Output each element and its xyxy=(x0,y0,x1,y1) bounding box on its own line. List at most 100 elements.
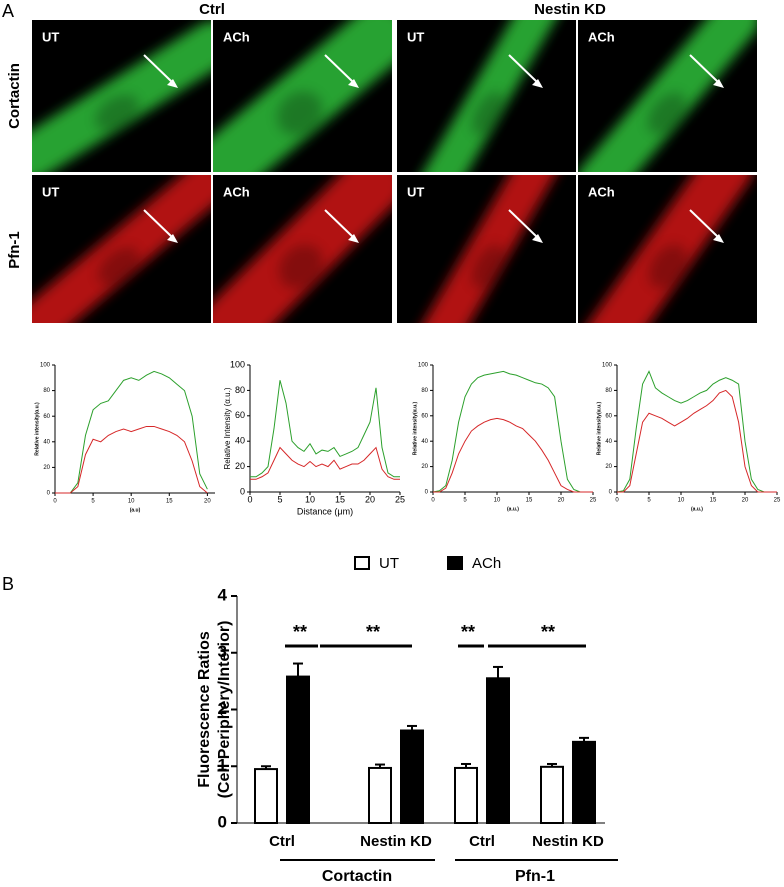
y-axis-label: Relative Intensity (α.u.) xyxy=(223,387,232,469)
cell-nucleus xyxy=(98,247,140,286)
y-tick-label: 80 xyxy=(605,388,612,394)
y-tick-label: 4 xyxy=(218,585,228,604)
cell-label: ACh xyxy=(223,184,250,199)
y-tick-label: 0 xyxy=(425,490,429,496)
cell-label: UT xyxy=(42,184,59,199)
x-tick-label: 5 xyxy=(91,499,95,505)
cell-nucleus xyxy=(648,244,688,289)
profile-arrow xyxy=(324,54,354,83)
significance-label: ** xyxy=(461,622,475,642)
profile-line xyxy=(432,370,593,493)
y-tick-label: 100 xyxy=(40,363,51,369)
legend-swatch xyxy=(354,556,370,570)
bar xyxy=(486,677,510,824)
cell-label: ACh xyxy=(588,29,615,44)
profile-line xyxy=(616,370,777,493)
x-tick-label: 15 xyxy=(526,498,533,504)
micrograph: UT xyxy=(32,175,211,323)
legend-label: UT xyxy=(379,555,399,572)
y-tick-label: 20 xyxy=(421,464,428,470)
cell-nucleus xyxy=(278,244,324,289)
y-axis-label: Fluorescence Ratios xyxy=(196,631,213,788)
y-tick-label: 0 xyxy=(609,490,613,496)
y-axis-label: (Cell Periphery/Interior) xyxy=(216,621,233,799)
cell-label: UT xyxy=(42,29,59,44)
bar xyxy=(540,765,564,825)
x-tick-label: 20 xyxy=(558,498,565,504)
profile-arrowhead xyxy=(713,79,724,88)
x-tick-label: 0 xyxy=(53,499,57,505)
bar xyxy=(286,675,310,825)
profile-arrow xyxy=(143,209,173,238)
y-tick-label: 2 xyxy=(218,699,227,718)
legend-swatch xyxy=(447,556,463,570)
y-tick-label: 60 xyxy=(421,413,428,419)
y-tick-label: 60 xyxy=(605,413,612,419)
profile-arrowhead xyxy=(348,79,359,88)
profile-arrow xyxy=(689,54,719,83)
y-tick-label: 60 xyxy=(235,410,245,420)
x-tick-label: 25 xyxy=(590,498,597,504)
group-label: Cortactin xyxy=(322,868,392,885)
profile-arrow xyxy=(324,209,354,238)
x-tick-label: 20 xyxy=(365,494,375,504)
cell-label: UT xyxy=(407,29,424,44)
x-tick-label: 5 xyxy=(277,494,282,504)
y-tick-label: 1 xyxy=(218,756,227,775)
y-tick-label: 0 xyxy=(240,486,245,496)
profile-arrowhead xyxy=(532,234,543,243)
column-header: Ctrl xyxy=(199,1,225,18)
legend-label: ACh xyxy=(472,555,501,572)
significance-label: ** xyxy=(293,622,307,642)
panel-label: A xyxy=(2,1,14,21)
cell-label: ACh xyxy=(223,29,250,44)
cell-nucleus xyxy=(471,244,506,289)
bar xyxy=(572,740,596,824)
x-tick-label: 0 xyxy=(615,498,619,504)
x-tick-label: 20 xyxy=(742,498,749,504)
micrograph: ACh xyxy=(213,175,392,323)
profile-line xyxy=(433,417,593,493)
profile-line xyxy=(250,380,400,478)
x-axis-label: Distance (μm) xyxy=(297,506,353,516)
profile-arrowhead xyxy=(167,79,178,88)
x-tick-label: 25 xyxy=(395,494,405,504)
block-divider xyxy=(392,20,397,325)
y-tick-label: 40 xyxy=(235,436,245,446)
cell-nucleus xyxy=(647,92,687,135)
profile-line xyxy=(55,425,208,494)
micrograph: ACh xyxy=(213,20,392,172)
panel-label: B xyxy=(2,574,14,594)
column-header: Nestin KD xyxy=(534,1,606,18)
x-tick-label: 10 xyxy=(494,498,501,504)
y-tick-label: 20 xyxy=(605,464,612,470)
cell-label: ACh xyxy=(588,184,615,199)
row-header: Cortactin xyxy=(6,63,23,129)
x-tick-label: Nestin KD xyxy=(360,833,432,850)
profile-line xyxy=(55,370,208,494)
profile-arrow xyxy=(508,54,538,83)
y-tick-label: 0 xyxy=(218,812,227,831)
x-tick-label: 0 xyxy=(431,498,435,504)
y-tick-label: 0 xyxy=(47,491,51,497)
profile-line xyxy=(617,389,777,493)
y-tick-label: 20 xyxy=(43,465,50,471)
bar xyxy=(400,729,424,824)
group-label: Pfn-1 xyxy=(515,868,555,885)
significance-label: ** xyxy=(541,622,555,642)
x-tick-label: 15 xyxy=(710,498,717,504)
micrograph: ACh xyxy=(578,20,757,172)
y-tick-label: 60 xyxy=(43,414,50,420)
profile-line xyxy=(250,446,400,480)
y-tick-label: 80 xyxy=(43,388,50,394)
x-tick-label: Ctrl xyxy=(269,833,295,850)
cell-label: UT xyxy=(407,184,424,199)
x-tick-label: Ctrl xyxy=(469,833,495,850)
x-tick-label: 0 xyxy=(247,494,252,504)
y-tick-label: 20 xyxy=(235,461,245,471)
x-axis-label: (a.u.) xyxy=(691,506,703,512)
y-tick-label: 40 xyxy=(421,439,428,445)
bar xyxy=(454,766,478,825)
axis xyxy=(249,365,400,493)
